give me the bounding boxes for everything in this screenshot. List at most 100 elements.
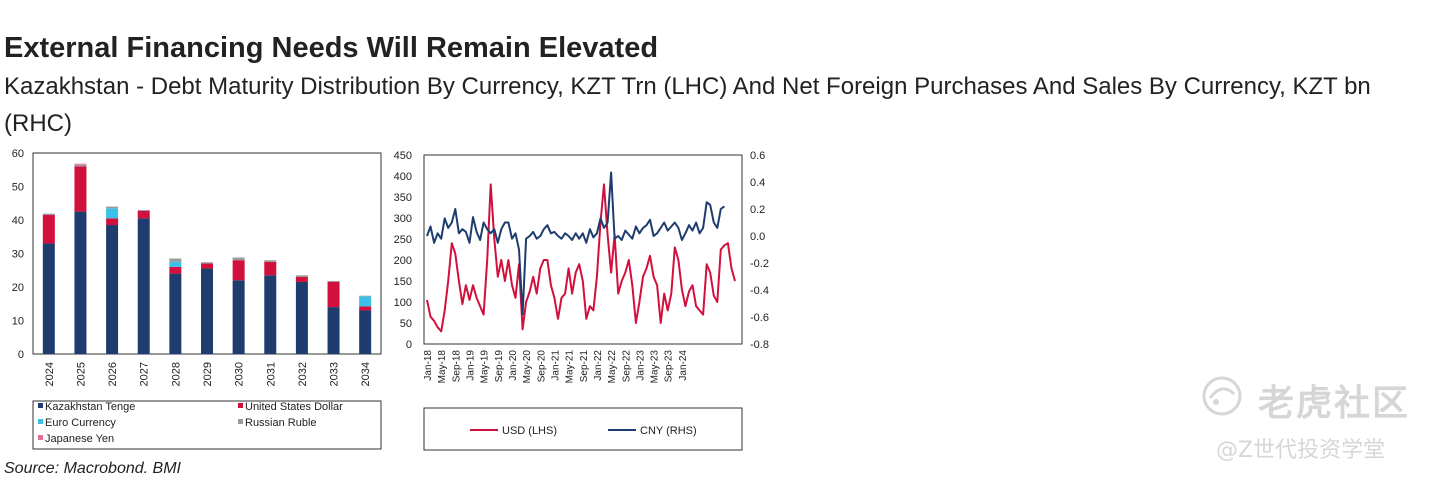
bar-segment [106,218,119,226]
bar-segment [74,166,87,212]
y-tick-label: 10 [12,316,24,328]
x-tick-label: May-20 [522,350,533,384]
bar-segment [264,275,277,354]
y-right-tick-label: 0.2 [750,204,765,216]
bar-segment [295,275,308,277]
x-tick-label: Sep-23 [664,350,675,383]
bar-segment [74,164,87,167]
y-right-tick-label: -0.2 [750,258,769,270]
bar-segment [359,310,372,354]
chart-subtitle: Kazakhstan - Debt Maturity Distribution … [4,73,1371,137]
legend-label: United States Dollar [245,401,343,413]
bar-segment [42,213,55,215]
x-tick-label: Jan-24 [678,350,689,381]
x-tick-label: May-21 [565,350,576,384]
x-tick-label: May-19 [480,350,491,384]
y-left-tick-label: 450 [394,150,412,162]
x-tick-label: May-22 [607,350,618,384]
bar-segment [106,225,119,354]
y-right-tick-label: 0.4 [750,177,765,189]
y-tick-label: 20 [12,282,24,294]
watermark-handle: @Z世代投资学堂 [1216,438,1386,463]
x-tick-label: 2031 [265,362,277,386]
x-tick-label: 2033 [329,362,341,386]
x-tick-label: Sep-19 [494,350,505,383]
bar-segment [74,211,87,354]
y-right-tick-label: 0.6 [750,150,765,162]
bar-segment [359,306,372,311]
x-tick-label: 2025 [75,362,87,386]
bar-segment [232,280,245,354]
bar-segment [359,296,372,307]
x-tick-label: Jan-18 [423,350,434,381]
y-right-tick-label: 0.0 [750,231,765,243]
bar-segment [327,281,340,308]
series-line [426,171,725,316]
tiger-logo-icon [1202,376,1242,416]
x-tick-label: Jan-22 [593,350,604,381]
y-right-tick-label: -0.6 [750,312,769,324]
legend-box [32,400,382,450]
bar-segment [42,214,55,244]
y-tick-label: 0 [18,349,24,361]
y-tick-label: 40 [12,215,24,227]
legend-swatch [38,403,43,408]
x-tick-label: 2028 [170,362,182,386]
legend-label: Russian Ruble [245,417,317,429]
legend-label: Euro Currency [45,417,116,429]
x-tick-label: May-23 [650,350,661,384]
y-right-tick-label: -0.4 [750,285,769,297]
bar-segment [359,295,372,297]
bar-segment [106,206,119,209]
legend-label: Kazakhstan Tenge [45,401,135,413]
y-left-tick-label: 150 [394,276,412,288]
x-tick-label: 2026 [107,362,119,386]
x-tick-label: Sep-21 [579,350,590,383]
x-tick-label: 2027 [139,362,151,386]
bar-segment [295,281,308,354]
plot-frame [423,154,743,345]
y-left-tick-label: 100 [394,297,412,309]
x-tick-label: Jan-20 [508,350,519,381]
bar-segment [169,258,182,262]
bar-segment [232,260,245,281]
legend-swatch [238,403,243,408]
chart-title: External Financing Needs Will Remain Ele… [4,32,659,64]
x-tick-label: Sep-18 [451,350,462,383]
x-tick-label: 2029 [202,362,214,386]
bar-segment [295,276,308,282]
bar-segment [106,208,119,219]
x-tick-label: 2024 [44,362,56,386]
bar-segment [264,261,277,276]
legend-swatch [38,435,43,440]
bar-segment [327,280,340,282]
x-tick-label: Sep-22 [621,350,632,383]
x-tick-label: Jan-19 [465,350,476,381]
y-left-tick-label: 250 [394,234,412,246]
x-tick-label: Jan-23 [635,350,646,381]
bar-segment [42,243,55,354]
bar-segment [169,261,182,267]
bar-segment [201,262,213,264]
bar-segment [137,210,150,219]
x-tick-label: 2032 [297,362,309,386]
bar-segment [232,257,245,261]
y-left-tick-label: 50 [400,318,412,330]
bar-segment [137,218,150,354]
legend-box [423,407,743,451]
legend-label: CNY (RHS) [640,425,697,437]
bar-segment [327,307,340,354]
x-tick-label: 2030 [234,362,246,386]
x-tick-label: May-18 [437,350,448,384]
y-tick-label: 60 [12,148,24,160]
bar-segment [169,266,182,274]
net-foreign-purchases-line-chart: 0 50 100 150 200 250 300 350 400 450 0.6 0.4 0.2 0.0 -… [394,150,769,451]
bar-segment [137,209,150,211]
y-left-tick-label: 350 [394,192,412,204]
watermark-brand: 老虎社区 [1258,383,1411,424]
legend-label: Japanese Yen [45,433,114,445]
y-left-tick-label: 0 [406,339,412,351]
x-tick-label: Jan-21 [550,350,561,381]
bar-segment [264,260,277,262]
